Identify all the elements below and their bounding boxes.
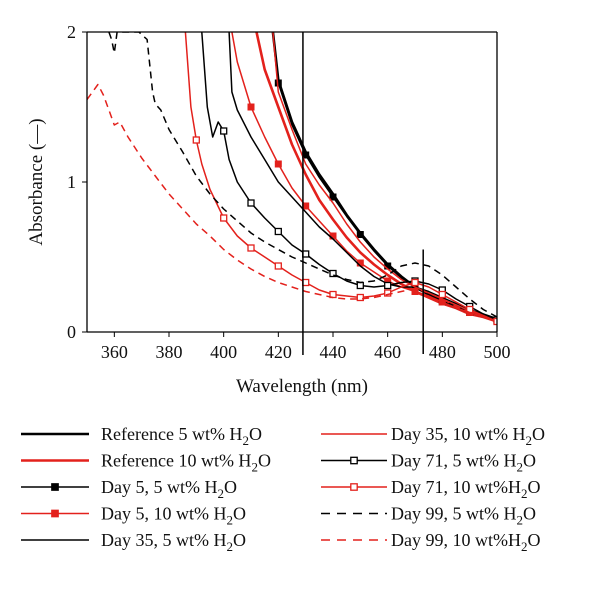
x-tick-label: 360 <box>101 342 128 362</box>
series-line-day-5-10-wt-h2o <box>231 32 497 323</box>
legend-left-marker-2 <box>51 483 59 491</box>
series-marker-day-71-10-wt-h2o <box>356 293 364 302</box>
legend-left-label-4: Day 35, 5 wt% H2O <box>101 530 246 554</box>
y-tick-label: 0 <box>67 322 76 342</box>
x-axis-title: Wavelength (nm) <box>236 376 368 397</box>
legend-right-label-4: Day 99, 10 wt%H2O <box>391 530 540 554</box>
x-tick-label: 420 <box>265 342 292 362</box>
series-marker-day-5-10-wt-h2o <box>274 160 282 168</box>
series-marker-day-71-10-wt-h2o <box>493 317 497 326</box>
series-line-day-99-5-wt-h2o <box>108 32 497 318</box>
legend-right-marker-1 <box>350 456 358 465</box>
series-marker-day-71-10-wt-h2o <box>247 244 255 252</box>
legend-right-marker-2 <box>350 483 358 491</box>
x-tick-label: 500 <box>484 342 511 362</box>
axes: Wavelength (nm) Absorbance (—) 360 380 400… <box>26 22 511 397</box>
series-marker-day-71-10-wt-h2o <box>438 290 446 299</box>
legend-right-label-2: Day 71, 10 wt%H2O <box>391 477 540 501</box>
series-marker-day-5-10-wt-h2o <box>247 103 255 111</box>
series-marker-day-71-10-wt-h2o <box>274 262 282 270</box>
series-clip-group <box>87 32 497 326</box>
series-marker-day-71-5-wt-h2o <box>247 199 255 207</box>
series-marker-day-71-5-wt-h2o <box>220 127 228 135</box>
legend-left-label-0: Reference 5 wt% H2O <box>101 424 262 448</box>
legend-left-label-1: Reference 10 wt% H2O <box>101 451 271 475</box>
series-marker-day-71-10-wt-h2o <box>220 214 228 222</box>
legend-left-label-2: Day 5, 5 wt% H2O <box>101 477 237 501</box>
legend-left-marker-3 <box>51 509 59 518</box>
series-marker-day-5-5-wt-h2o <box>329 193 337 201</box>
y-axis-title: Absorbance (—) <box>26 118 47 245</box>
series-marker-day-71-10-wt-h2o <box>192 136 200 144</box>
series-line-day-35-5-wt-h2o <box>228 32 497 320</box>
series-marker-day-71-10-wt-h2o <box>411 278 419 287</box>
series-marker-day-71-10-wt-h2o <box>384 289 392 297</box>
plot-series <box>87 32 497 326</box>
series-marker-day-5-5-wt-h2o <box>356 231 364 238</box>
x-tick-label: 440 <box>320 342 347 362</box>
plot-frame <box>86 31 498 355</box>
y-tick-label: 2 <box>67 22 76 42</box>
x-tick-label: 400 <box>210 342 237 362</box>
series-marker-day-71-5-wt-h2o <box>356 281 364 290</box>
series-marker-day-71-5-wt-h2o <box>329 269 337 278</box>
series-marker-day-71-5-wt-h2o <box>384 281 392 290</box>
legend-left-label-3: Day 5, 10 wt% H2O <box>101 504 246 528</box>
series-marker-day-71-5-wt-h2o <box>274 227 282 236</box>
legend-right-label-0: Day 35, 10 wt% H2O <box>391 424 545 448</box>
series-line-day-99-10-wt-h2o <box>87 83 497 323</box>
y-tick-label: 1 <box>67 172 76 192</box>
legend-right-label-3: Day 99, 5 wt% H2O <box>391 504 536 528</box>
x-tick-label: 480 <box>429 342 456 362</box>
x-tick-label: 380 <box>156 342 183 362</box>
legend-right-label-1: Day 71, 5 wt% H2O <box>391 451 536 475</box>
series-line-day-71-5-wt-h2o <box>201 32 497 321</box>
x-tick-label: 460 <box>374 342 401 362</box>
